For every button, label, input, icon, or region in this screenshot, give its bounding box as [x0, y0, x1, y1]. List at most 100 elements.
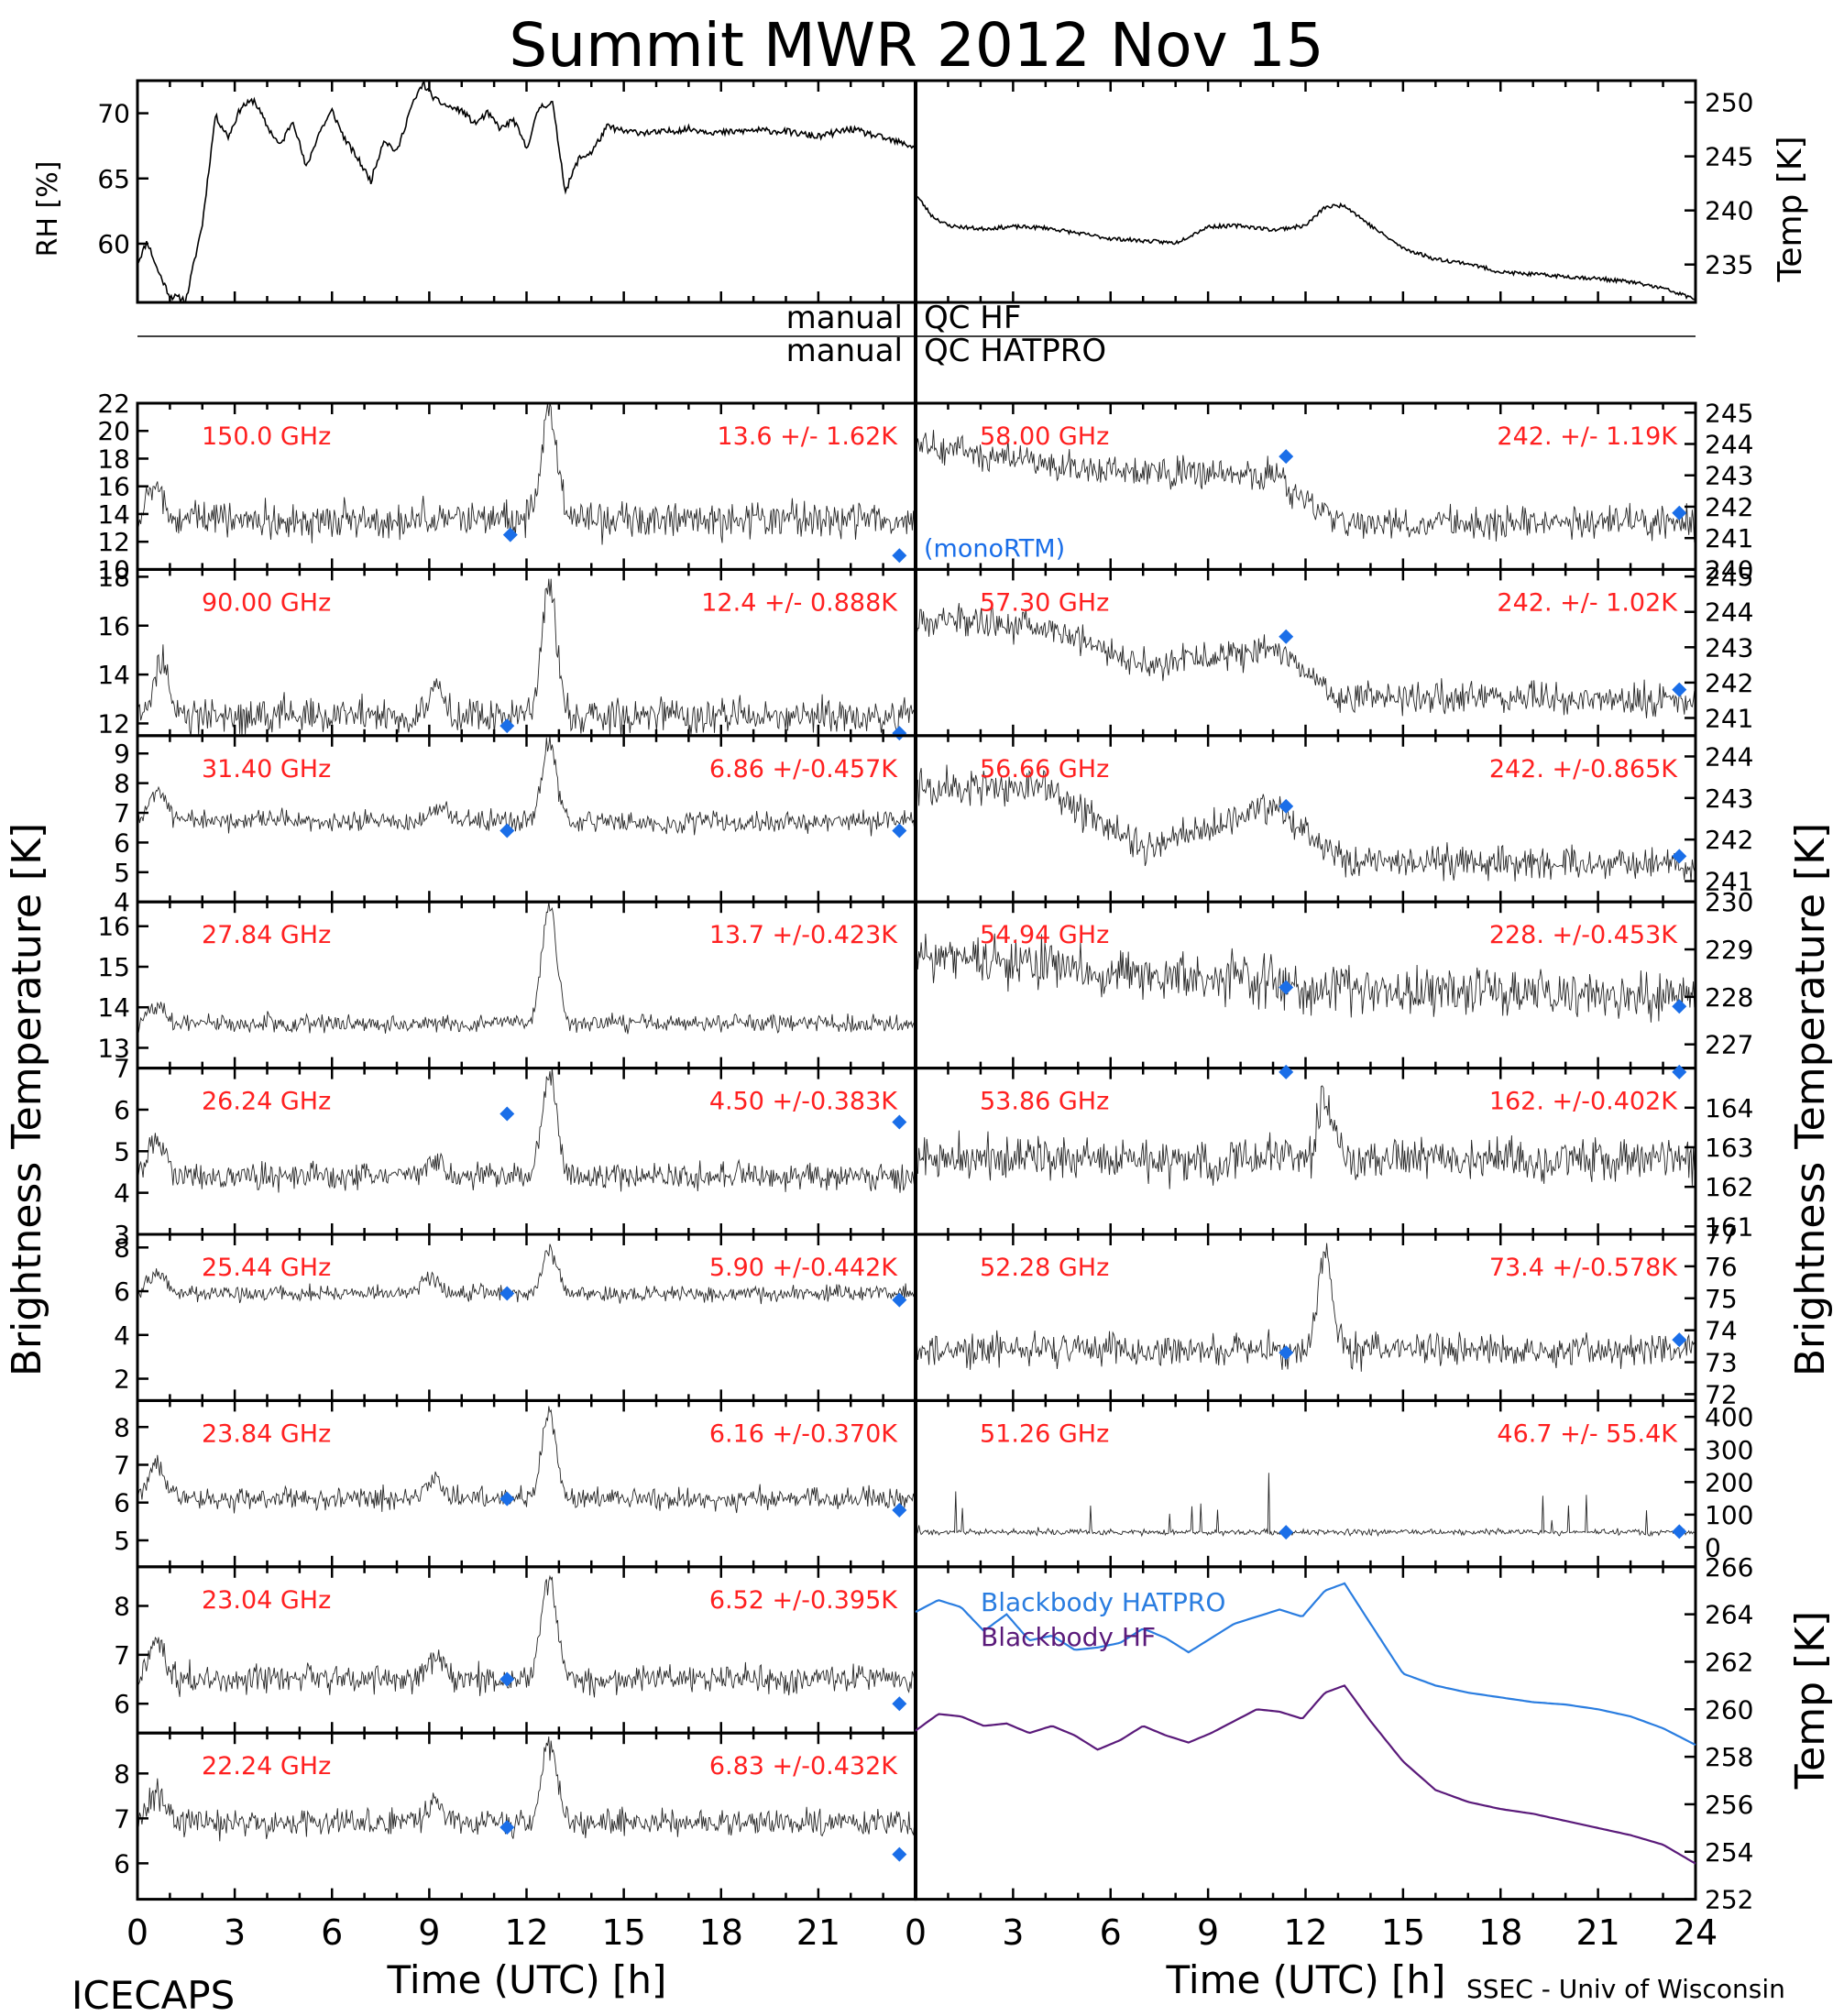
- left-xtick-label: 0: [126, 1912, 148, 1953]
- rh-panel: [136, 79, 917, 304]
- left-channel-0-ytick-label: 16: [97, 472, 130, 502]
- left-channel-6-model-marker: [499, 1491, 515, 1507]
- left-channel-1-model-marker: [892, 726, 907, 741]
- temp-series-line: [915, 194, 1696, 301]
- left-channel-2-ytick-label: 4: [114, 887, 130, 917]
- left-channel-5-series: [137, 1244, 916, 1305]
- left-axis-title: Brightness Temperature [K]: [4, 823, 50, 1376]
- right-channel-1-ytick-label: 243: [1705, 632, 1753, 663]
- right-channel-1-ytick-label: 242: [1705, 668, 1753, 698]
- left-channel-3-series: [137, 902, 916, 1035]
- left-channel-8-ytick-label: 6: [114, 1848, 130, 1879]
- right-channel-1-stat-label: 242. +/- 1.02K: [1497, 588, 1678, 617]
- qc-line1-right: QC HF: [924, 300, 1021, 336]
- right-xtick-label: 6: [1100, 1912, 1122, 1953]
- left-channel-0-model-marker: [502, 527, 518, 542]
- left-channel-8-ytick-label: 8: [114, 1759, 130, 1789]
- left-channel-4-ytick-label: 7: [114, 1054, 130, 1084]
- left-xtick-label: 21: [796, 1912, 840, 1953]
- right-channel-0-model-marker: [1672, 505, 1687, 520]
- left-channel-3-ytick-label: 16: [97, 912, 130, 942]
- right-channel-5-ytick-label: 73: [1705, 1348, 1738, 1378]
- footer-left-label: ICECAPS: [71, 1973, 235, 2016]
- right-channel-3-ytick-label: 230: [1705, 887, 1753, 917]
- right-channel-2-ytick-label: 243: [1705, 783, 1753, 814]
- rh-ytick-label: 65: [97, 164, 130, 194]
- left-channel-5-stat-label: 5.90 +/-0.442K: [709, 1254, 898, 1282]
- rh-axis-title: RH [%]: [32, 161, 64, 257]
- right-channel-5-series: [915, 1243, 1696, 1372]
- blackbody-legend-1: Blackbody HF: [981, 1622, 1156, 1652]
- right-channel-0-freq-label: 58.00 GHz: [980, 422, 1109, 451]
- left-channel-8-series: [137, 1736, 916, 1842]
- right-channel-5-freq-label: 52.28 GHz: [980, 1254, 1109, 1282]
- left-channel-1-ytick-label: 18: [97, 562, 130, 592]
- left-channel-5-ytick-label: 8: [114, 1233, 130, 1263]
- left-channel-2-stat-label: 6.86 +/-0.457K: [709, 755, 898, 783]
- right-channel-0-ytick-label: 245: [1705, 398, 1753, 428]
- right-xtick-label: 21: [1575, 1912, 1619, 1953]
- left-channel-0-freq-label: 150.0 GHz: [202, 422, 331, 451]
- left-channel-2-model-marker: [499, 823, 515, 838]
- left-channel-3-ytick-label: 15: [97, 952, 130, 982]
- monortm-legend-note: (monoRTM): [924, 534, 1065, 563]
- temp-axis-title: Temp [K]: [1772, 136, 1809, 282]
- left-channel-8-model-marker: [892, 1846, 907, 1862]
- blackbody-ytick-label: 258: [1705, 1742, 1753, 1772]
- right-channel-6-series: [915, 1473, 1696, 1538]
- right-channel-5-model-marker: [1279, 1345, 1294, 1361]
- right-channel-4-model-marker: [1672, 1064, 1687, 1079]
- left-channel-4-freq-label: 26.24 GHz: [202, 1088, 331, 1116]
- left-channel-7-freq-label: 23.04 GHz: [202, 1586, 331, 1615]
- right-channel-2-model-marker: [1672, 849, 1687, 864]
- left-channel-6-ytick-label: 6: [114, 1488, 130, 1518]
- right-channel-2-ytick-label: 241: [1705, 867, 1753, 897]
- left-channel-1-stat-label: 12.4 +/- 0.888K: [701, 588, 898, 617]
- temp-panel: [914, 79, 1697, 304]
- left-channel-4-stat-label: 4.50 +/-0.383K: [709, 1088, 898, 1116]
- right-channel-4-ytick-label: 164: [1705, 1093, 1753, 1123]
- left-channel-7-series: [137, 1574, 916, 1698]
- right-xtick-label: 12: [1283, 1912, 1327, 1953]
- left-channel-4-ytick-label: 4: [114, 1178, 130, 1209]
- temp-ytick-label: 250: [1705, 88, 1753, 118]
- blackbody-ytick-label: 262: [1705, 1647, 1753, 1677]
- right-channel-5-ytick-label: 74: [1705, 1316, 1738, 1346]
- right-xtick-label: 24: [1674, 1912, 1718, 1953]
- right-channel-4-stat-label: 162. +/-0.402K: [1489, 1088, 1678, 1116]
- left-channel-0-ytick-label: 22: [97, 389, 130, 419]
- right-channel-3-freq-label: 54.94 GHz: [980, 921, 1109, 949]
- right-channel-0-ytick-label: 244: [1705, 429, 1753, 459]
- right-channel-6-ytick-label: 400: [1705, 1402, 1753, 1432]
- left-channel-8-stat-label: 6.83 +/-0.432K: [709, 1752, 898, 1780]
- left-channel-5-freq-label: 25.44 GHz: [202, 1254, 331, 1282]
- left-channel-4-model-marker: [499, 1106, 515, 1122]
- left-channel-4-series: [137, 1068, 916, 1193]
- footer-right-label: SSEC - Univ of Wisconsin: [1466, 1974, 1785, 2004]
- left-channel-3-stat-label: 13.7 +/-0.423K: [709, 921, 898, 949]
- right-channel-5-ytick-label: 76: [1705, 1252, 1738, 1282]
- right-channel-4-ytick-label: 162: [1705, 1172, 1753, 1202]
- left-channel-0-model-marker: [892, 548, 907, 564]
- left-xtick-label: 12: [504, 1912, 548, 1953]
- right-channel-1-ytick-label: 244: [1705, 597, 1753, 628]
- left-channel-3-ytick-label: 14: [97, 992, 130, 1023]
- right-channel-2-series: [915, 764, 1696, 882]
- left-channel-7-ytick-label: 8: [114, 1591, 130, 1621]
- right-channel-6-ytick-label: 0: [1705, 1532, 1721, 1562]
- left-channel-2-series: [137, 736, 916, 837]
- right-channel-3-series: [915, 933, 1696, 1023]
- left-channel-2-ytick-label: 5: [114, 858, 130, 888]
- blackbody-ytick-label: 266: [1705, 1552, 1753, 1583]
- left-channel-0-ytick-label: 12: [97, 527, 130, 557]
- right-channel-4-series: [915, 1085, 1696, 1189]
- qc-line2-left: manual: [786, 333, 903, 369]
- right-channel-3-ytick-label: 228: [1705, 982, 1753, 1013]
- blackbody-series-1: [915, 1684, 1696, 1865]
- blackbody-series-0: [915, 1582, 1696, 1747]
- right-channel-4-ytick-label: 163: [1705, 1133, 1753, 1163]
- temp-ytick-label: 245: [1705, 142, 1753, 172]
- right-channel-0-ytick-label: 242: [1705, 492, 1753, 522]
- right-channel-2-stat-label: 242. +/-0.865K: [1489, 755, 1678, 783]
- right-channel-3-ytick-label: 227: [1705, 1030, 1753, 1060]
